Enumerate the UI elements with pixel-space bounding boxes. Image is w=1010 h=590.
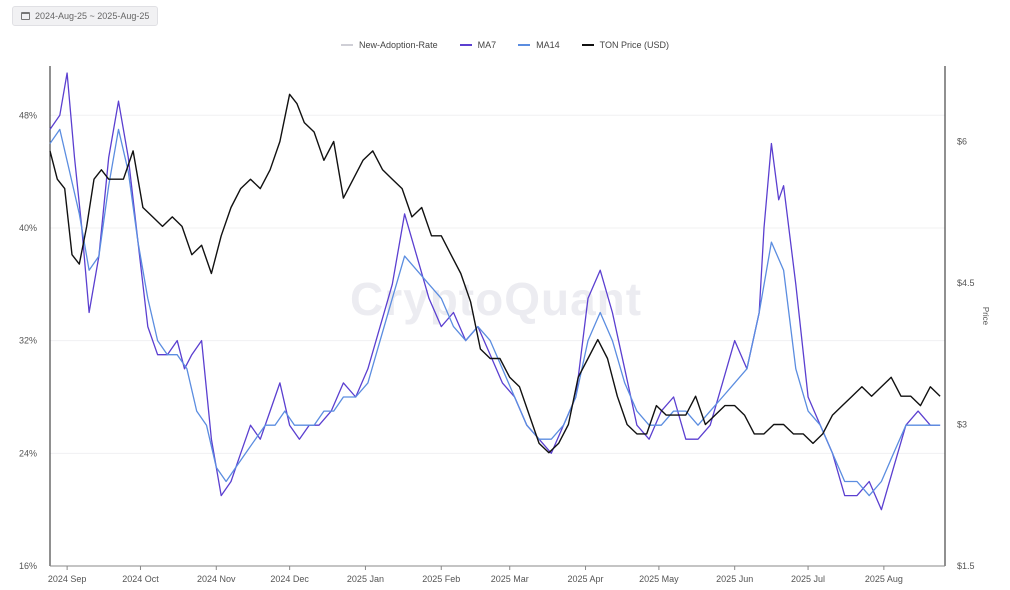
y-left-tick-label: 32%: [19, 336, 37, 346]
legend-item-ma14[interactable]: MA14: [518, 40, 560, 50]
y-right-axis-title: Price: [981, 307, 990, 326]
y-left-tick-label: 16%: [19, 561, 37, 571]
y-left-tick-label: 24%: [19, 448, 37, 458]
y-left-tick-label: 48%: [19, 110, 37, 120]
series-lines: [49, 72, 941, 511]
x-tick-label: 2024 Sep: [48, 574, 87, 584]
x-tick-label: 2025 Feb: [422, 574, 460, 584]
legend-swatch: [518, 44, 531, 46]
x-tick-label: 2025 Jun: [716, 574, 753, 584]
date-range-picker[interactable]: 2024-Aug-25 ~ 2025-Aug-25: [12, 6, 159, 26]
legend-label: MA14: [536, 40, 560, 50]
x-tick-label: 2024 Dec: [270, 574, 309, 584]
x-tick-label: 2024 Oct: [122, 574, 159, 584]
legend-item-ma7[interactable]: MA7: [459, 40, 497, 50]
y-left-tick-label: 40%: [19, 223, 37, 233]
legend-swatch: [459, 44, 472, 46]
chart-legend: New-Adoption-Rate MA7 MA14 TON Price (US…: [0, 40, 1010, 50]
tick-labels: 16% 24% 32% 40% 48% $1.5 $3 $4.5 $6 Price 2024 Sep…: [19, 110, 990, 584]
legend-label: MA7: [477, 40, 497, 50]
legend-item-ton-price[interactable]: TON Price (USD): [581, 40, 669, 50]
x-tick-label: 2025 May: [639, 574, 679, 584]
calendar-icon: [21, 12, 30, 20]
x-tick-label: 2025 Mar: [491, 574, 529, 584]
y-right-tick-label: $1.5: [957, 561, 975, 571]
legend-label: New-Adoption-Rate: [359, 40, 438, 50]
series-line-ton-price-usd[interactable]: [49, 93, 941, 454]
legend-swatch: [341, 44, 354, 46]
date-range-label: 2024-Aug-25 ~ 2025-Aug-25: [35, 11, 150, 21]
legend-swatch: [581, 44, 594, 46]
series-line-ma7[interactable]: [49, 72, 941, 511]
x-tick-label: 2025 Jan: [347, 574, 384, 584]
x-tick-label: 2025 Apr: [568, 574, 604, 584]
x-tick-label: 2025 Aug: [865, 574, 903, 584]
x-tick-label: 2025 Jul: [791, 574, 825, 584]
y-right-tick-label: $6: [957, 136, 967, 146]
y-right-tick-label: $4.5: [957, 278, 975, 288]
gridlines: [50, 114, 945, 567]
x-tick-label: 2024 Nov: [197, 574, 236, 584]
y-right-tick-label: $3: [957, 419, 967, 429]
legend-label: TON Price (USD): [599, 40, 669, 50]
legend-item-new-adoption-rate[interactable]: New-Adoption-Rate: [341, 40, 438, 50]
axes: [49, 66, 946, 570]
series-line-ma14[interactable]: [49, 128, 941, 497]
